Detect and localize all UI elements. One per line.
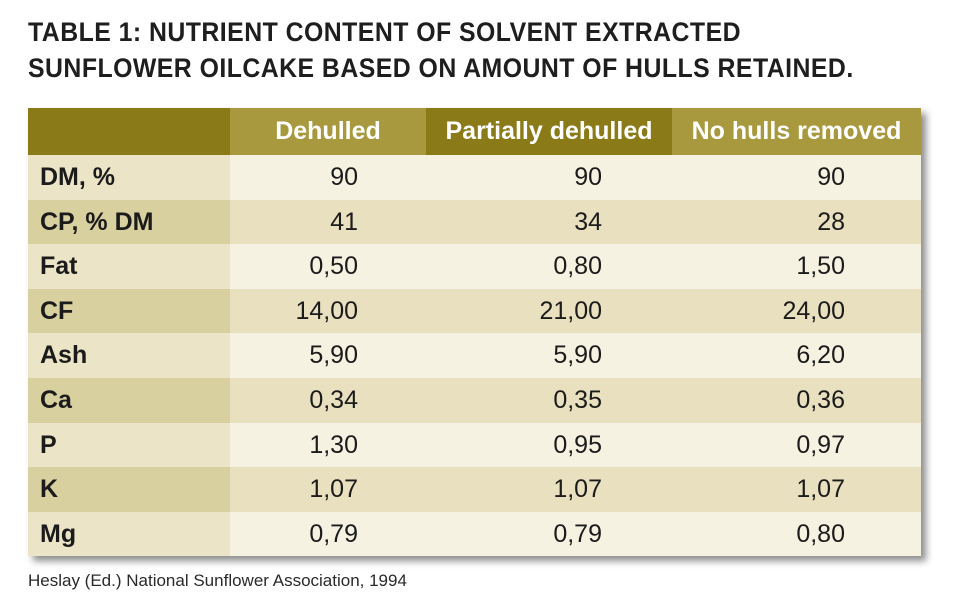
row-label: Ca [28,378,230,423]
source-citation: Heslay (Ed.) National Sunflower Associat… [28,571,407,590]
table-row: Fat 0,50 0,80 1,50 [28,244,921,289]
table-row: DM, % 90 90 90 [28,155,921,200]
cell-partially-dehulled: 34 [426,199,672,245]
table-title: TABLE 1: NUTRIENT CONTENT OF SOLVENT EXT… [28,17,854,83]
cell-dehulled: 41 [230,199,426,245]
cell-no-hulls-removed: 24,00 [672,288,921,334]
table-row: Ash 5,90 5,90 6,20 [28,333,921,378]
row-label: P [28,422,230,468]
cell-dehulled: 1,07 [230,467,426,512]
cell-dehulled: 1,30 [230,422,426,468]
cell-no-hulls-removed: 90 [672,155,921,200]
cell-no-hulls-removed: 6,20 [672,333,921,378]
cell-dehulled: 5,90 [230,333,426,378]
row-label: Ash [28,333,230,378]
header-cell-blank [28,108,230,155]
row-label: Mg [28,511,230,557]
row-label: DM, % [28,155,230,200]
row-label: K [28,467,230,512]
cell-no-hulls-removed: 0,80 [672,511,921,557]
cell-no-hulls-removed: 1,50 [672,244,921,289]
table-row: K 1,07 1,07 1,07 [28,467,921,512]
table-row: CF 14,00 21,00 24,00 [28,288,921,334]
header-cell-no-hulls-removed: No hulls removed [672,108,921,155]
nutrient-table: Dehulled Partially dehulled No hulls rem… [28,108,921,557]
cell-partially-dehulled: 0,80 [426,244,672,289]
cell-partially-dehulled: 0,79 [426,511,672,557]
header-cell-partially-dehulled: Partially dehulled [426,108,672,155]
cell-partially-dehulled: 90 [426,155,672,200]
cell-dehulled: 90 [230,155,426,200]
row-label: CF [28,288,230,334]
cell-no-hulls-removed: 1,07 [672,467,921,512]
cell-no-hulls-removed: 0,36 [672,378,921,423]
cell-dehulled: 0,79 [230,511,426,557]
table-row: P 1,30 0,95 0,97 [28,422,921,468]
cell-partially-dehulled: 1,07 [426,467,672,512]
table-row: Mg 0,79 0,79 0,80 [28,511,921,557]
cell-no-hulls-removed: 28 [672,199,921,245]
cell-dehulled: 0,50 [230,244,426,289]
cell-dehulled: 14,00 [230,288,426,334]
cell-partially-dehulled: 0,35 [426,378,672,423]
table-row: Ca 0,34 0,35 0,36 [28,378,921,423]
table-header-row: Dehulled Partially dehulled No hulls rem… [28,108,921,155]
cell-partially-dehulled: 21,00 [426,288,672,334]
row-label: CP, % DM [28,199,230,245]
header-cell-dehulled: Dehulled [230,108,426,155]
cell-dehulled: 0,34 [230,378,426,423]
cell-no-hulls-removed: 0,97 [672,422,921,468]
table-row: CP, % DM 41 34 28 [28,199,921,245]
cell-partially-dehulled: 0,95 [426,422,672,468]
row-label: Fat [28,244,230,289]
cell-partially-dehulled: 5,90 [426,333,672,378]
